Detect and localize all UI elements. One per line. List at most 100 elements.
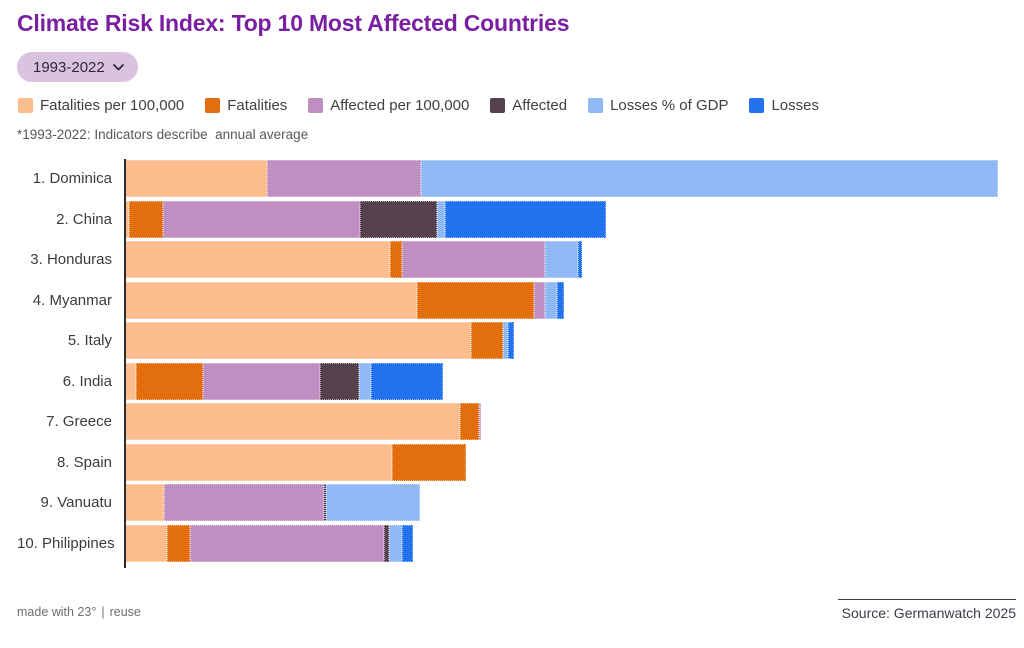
bar-segment-affected-per-100-000[interactable] — [189, 524, 384, 562]
bar-segment-affected-per-100-000[interactable] — [163, 200, 360, 238]
legend-item-affected: Affected — [490, 97, 567, 114]
legend-swatch-fatalities — [205, 98, 221, 113]
period-dropdown[interactable]: 1993-2022 — [17, 52, 138, 82]
attribution: made with 23° | reuse — [17, 605, 141, 619]
bar-segment-losses-of-gdp[interactable] — [421, 160, 998, 197]
bar-segment-affected-per-100-000[interactable] — [267, 160, 422, 197]
stacked-bar-4-myanmar — [124, 281, 998, 319]
stacked-bar-5-italy — [124, 322, 998, 359]
category-label: 7. Greece — [46, 413, 112, 430]
stacked-bar-9-vanuatu — [124, 484, 998, 521]
bar-segment-fatalities[interactable] — [470, 322, 504, 359]
stacked-bar-chart: 1. Dominica 2. China 3. Honduras 4. Myanmar… — [17, 159, 998, 568]
legend-label: Fatalities per 100,000 — [40, 97, 185, 114]
legend-item-losses-of-gdp: Losses % of GDP — [588, 97, 728, 114]
bar-segment-fatalities[interactable] — [136, 362, 203, 400]
bar-segment-fatalities-per-100-000[interactable] — [124, 160, 268, 197]
legend-item-fatalities: Fatalities — [205, 97, 287, 114]
legend-swatch-losses — [749, 98, 765, 113]
bar-segment-fatalities[interactable] — [392, 443, 466, 481]
category-label: 1. Dominica — [32, 170, 112, 187]
legend-item-affected-per-100-000: Affected per 100,000 — [308, 97, 469, 114]
bar-segment-losses-of-gdp[interactable] — [545, 281, 558, 319]
bar-segment-fatalities[interactable] — [389, 241, 402, 278]
bar-segment-losses-of-gdp[interactable] — [436, 200, 445, 238]
source-note: Source: Germanwatch 2025 — [838, 599, 1016, 621]
legend-label: Losses — [771, 97, 819, 114]
chart-row-2-china: 2. China — [17, 200, 998, 238]
bar-segment-affected-per-100-000[interactable] — [533, 281, 546, 319]
legend-label: Fatalities — [227, 97, 288, 114]
bar-segment-fatalities-per-100-000[interactable] — [124, 241, 390, 278]
bar-segment-losses[interactable] — [401, 524, 414, 562]
page-title: Climate Risk Index: Top 10 Most Affected… — [17, 10, 570, 36]
legend-swatch-fatalities-per-100-000 — [18, 98, 33, 113]
bar-segment-fatalities-per-100-000[interactable] — [124, 524, 167, 562]
bar-segment-affected[interactable] — [383, 524, 389, 562]
bar-segment-losses-of-gdp[interactable] — [388, 524, 402, 562]
bar-segment-affected-per-100-000[interactable] — [202, 362, 320, 400]
bar-segment-fatalities-per-100-000[interactable] — [124, 484, 165, 521]
legend-swatch-losses-of-gdp — [588, 98, 604, 113]
bar-segment-fatalities-per-100-000[interactable] — [124, 362, 137, 400]
y-axis-line — [124, 159, 126, 568]
category-label: 4. Myanmar — [32, 291, 112, 309]
bar-segment-fatalities-per-100-000[interactable] — [124, 281, 417, 319]
bar-segment-fatalities[interactable] — [416, 281, 534, 319]
stacked-bar-6-india — [124, 362, 998, 400]
bar-segment-losses[interactable] — [444, 200, 607, 238]
legend: Fatalities per 100,000 Fatalities Affected… — [18, 97, 840, 114]
category-label: 8. Spain — [56, 453, 112, 471]
bar-segment-losses-of-gdp[interactable] — [325, 484, 421, 521]
category-label: 6. India — [62, 372, 112, 390]
bar-segment-fatalities[interactable] — [166, 524, 190, 562]
made-with-link[interactable]: made with 23° — [17, 605, 97, 619]
bar-segment-losses[interactable] — [577, 241, 582, 278]
legend-label: Losses % of GDP — [610, 97, 729, 114]
bar-segment-losses-of-gdp[interactable] — [545, 241, 578, 278]
bar-segment-losses-of-gdp[interactable] — [503, 322, 508, 359]
bar-segment-affected[interactable] — [359, 200, 437, 238]
legend-label: Affected per 100,000 — [330, 97, 470, 114]
category-label: 5. Italy — [67, 332, 112, 349]
legend-swatch-affected-per-100-000 — [308, 98, 324, 113]
chart-row-4-myanmar: 4. Myanmar — [17, 281, 998, 319]
bar-segment-affected[interactable] — [324, 484, 326, 521]
category-label: 10. Philippines — [17, 534, 115, 552]
stacked-bar-7-greece — [124, 403, 998, 440]
chevron-down-icon — [112, 63, 124, 71]
reuse-link[interactable]: reuse — [109, 605, 141, 619]
chart-row-7-greece: 7. Greece — [17, 403, 998, 440]
bar-segment-affected-per-100-000[interactable] — [164, 484, 325, 521]
bar-segment-fatalities-per-100-000[interactable] — [124, 443, 393, 481]
stacked-bar-8-spain — [124, 443, 998, 481]
bar-segment-losses-of-gdp[interactable] — [359, 362, 372, 400]
bar-segment-fatalities-per-100-000[interactable] — [124, 322, 471, 359]
bar-segment-fatalities-per-100-000[interactable] — [124, 403, 460, 440]
bar-segment-fatalities-per-100-000[interactable] — [124, 200, 130, 238]
chart-row-3-honduras: 3. Honduras — [17, 241, 998, 278]
legend-label: Affected — [512, 97, 568, 114]
chart-row-6-india: 6. India — [17, 362, 998, 400]
legend-item-fatalities-per-100-000: Fatalities per 100,000 — [18, 97, 184, 114]
bar-segment-losses[interactable] — [507, 322, 514, 359]
category-label: 2. China — [56, 210, 112, 228]
chart-row-1-dominica: 1. Dominica — [17, 160, 998, 197]
legend-swatch-affected — [490, 98, 506, 113]
bar-segment-losses[interactable] — [371, 362, 443, 400]
chart-row-5-italy: 5. Italy — [17, 322, 998, 359]
bar-segment-fatalities[interactable] — [129, 200, 164, 238]
category-label: 3. Honduras — [30, 251, 112, 268]
chart-row-8-spain: 8. Spain — [17, 443, 998, 481]
stacked-bar-1-dominica — [124, 160, 998, 197]
footnote: *1993-2022: Indicators describe annual a… — [17, 127, 309, 142]
bar-segment-fatalities[interactable] — [459, 403, 479, 440]
bar-segment-losses[interactable] — [557, 281, 564, 319]
bar-segment-affected-per-100-000[interactable] — [478, 403, 482, 440]
chart-row-10-philippines: 10. Philippines — [17, 524, 998, 562]
attribution-divider: | — [101, 605, 105, 619]
bar-segment-affected-per-100-000[interactable] — [401, 241, 546, 278]
bar-segment-affected[interactable] — [319, 362, 360, 400]
chart-rows: 1. Dominica 2. China 3. Honduras 4. Myanmar… — [17, 160, 998, 562]
chart-row-9-vanuatu: 9. Vanuatu — [17, 484, 998, 521]
